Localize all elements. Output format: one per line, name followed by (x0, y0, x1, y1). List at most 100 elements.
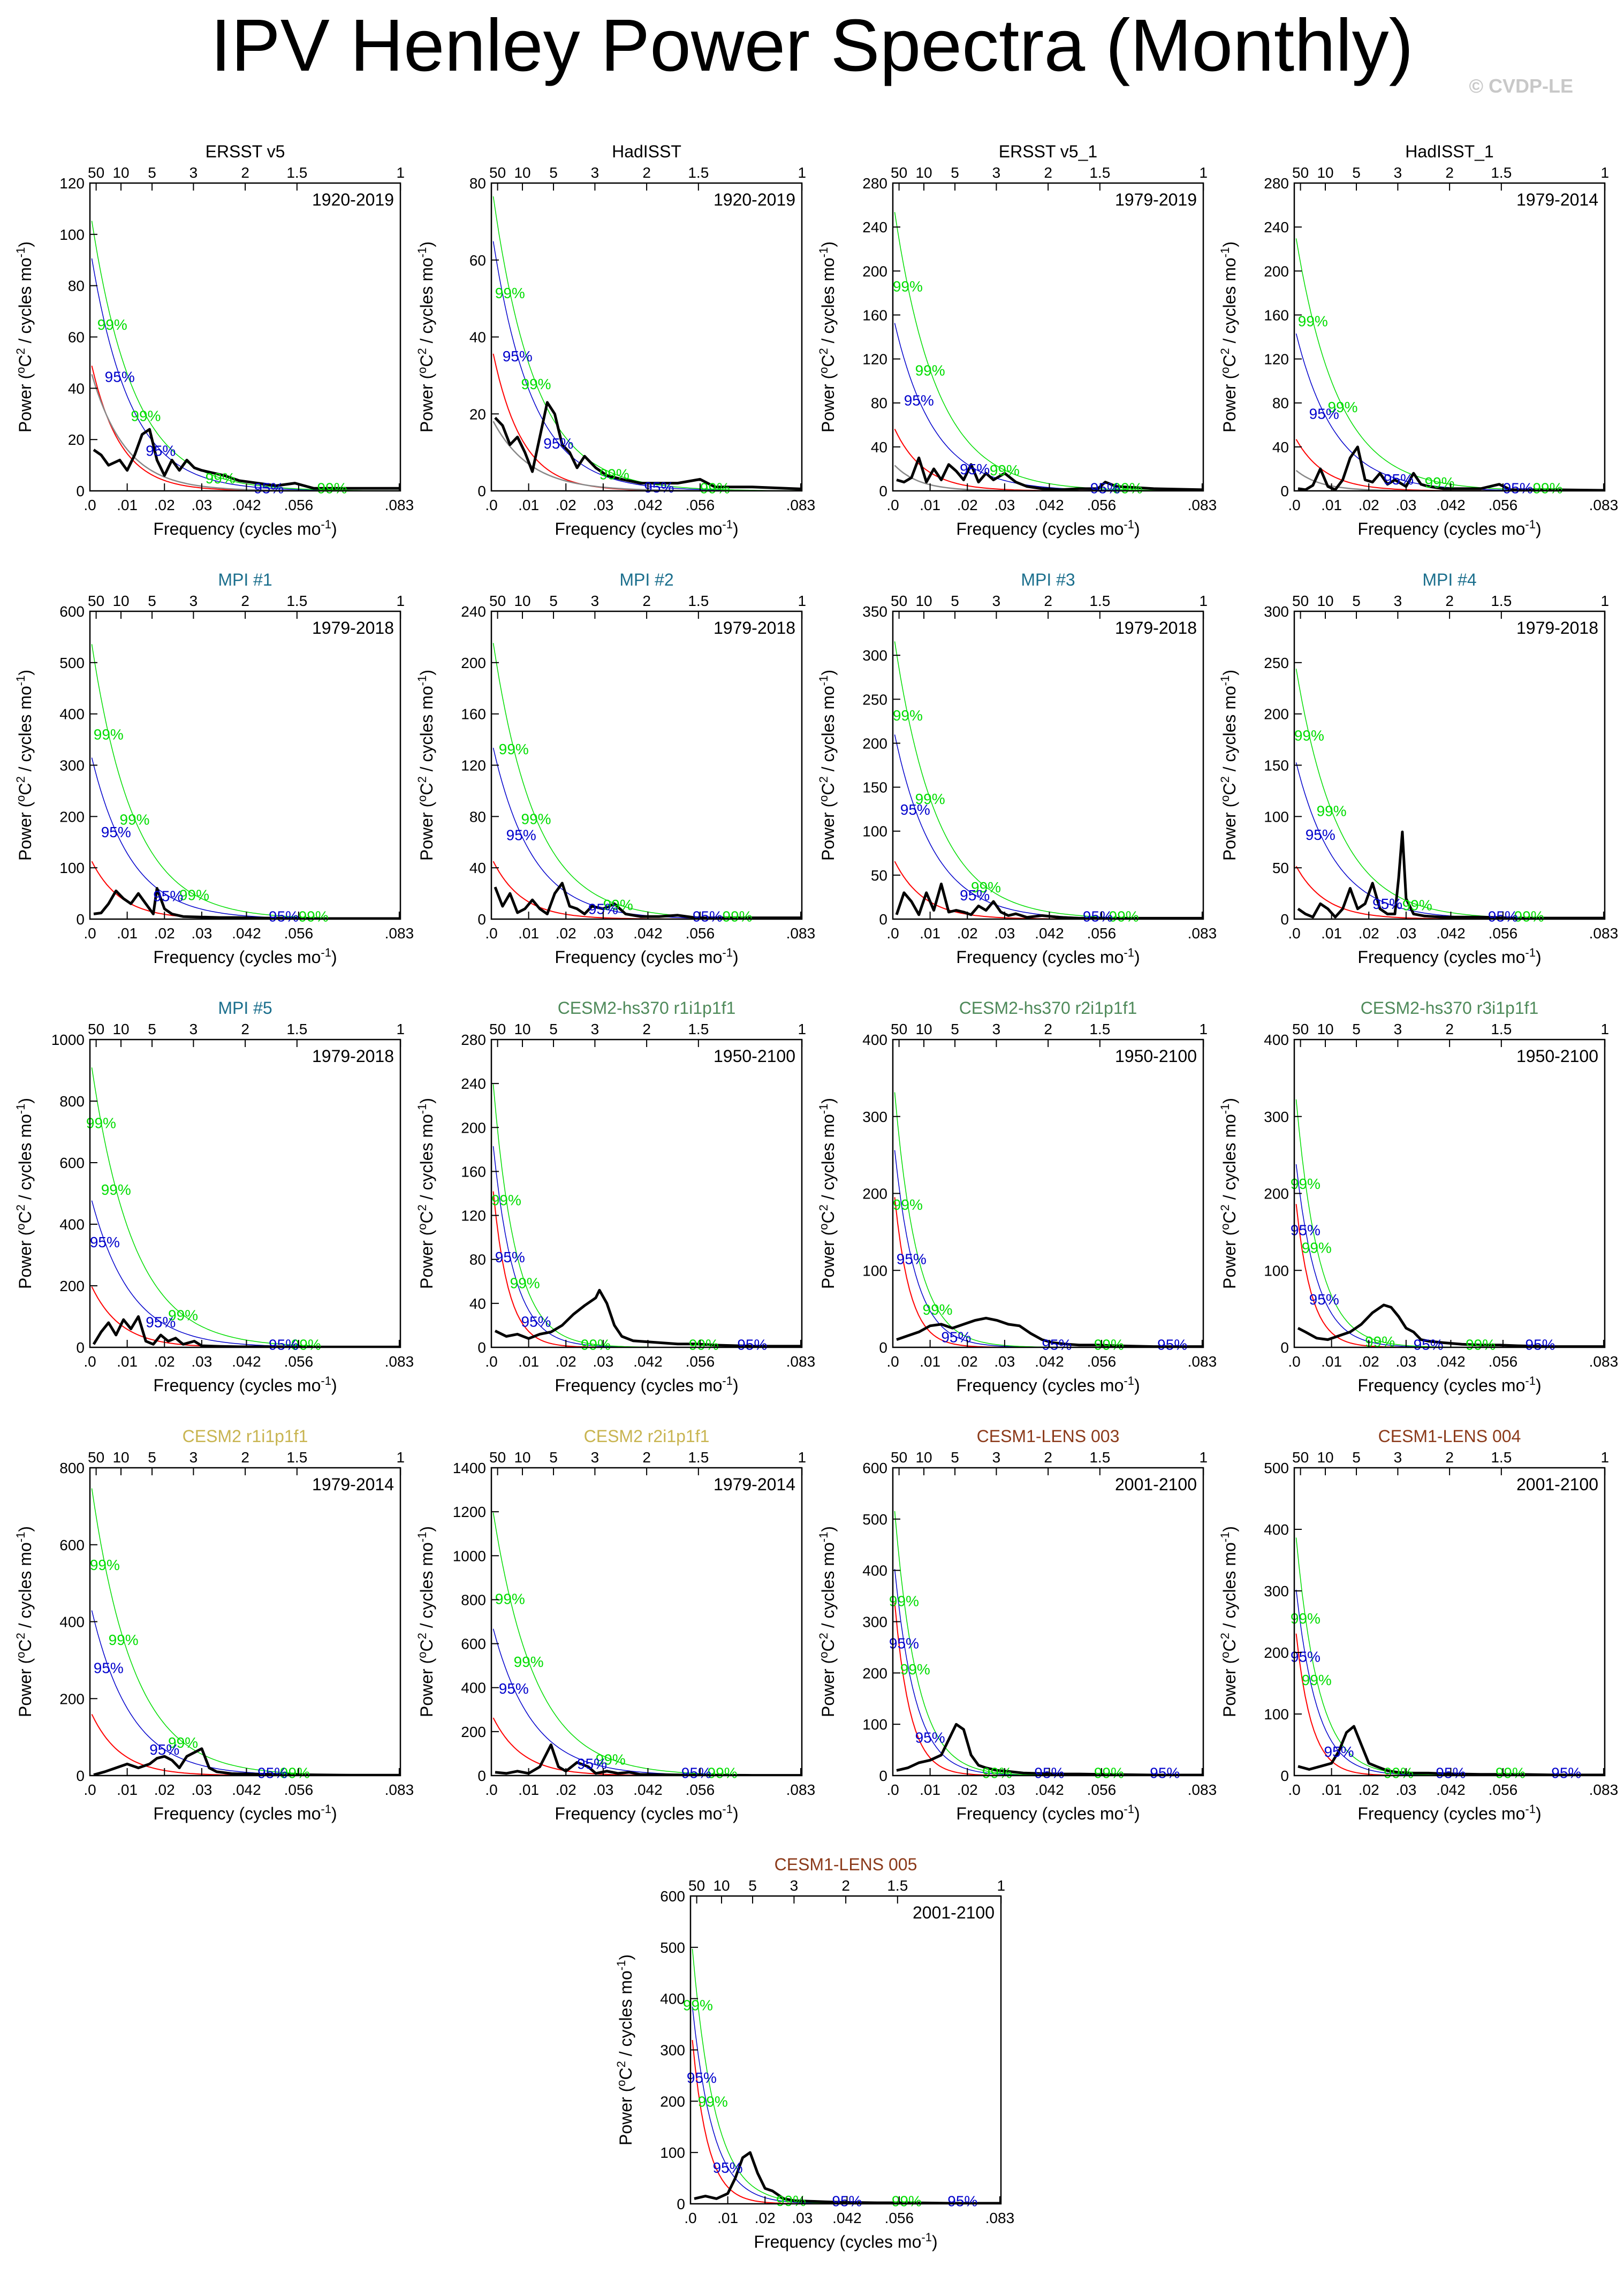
y-tick-label: 120 (59, 175, 85, 192)
plot-frame (89, 1038, 401, 1348)
ci95-label: 95% (737, 1336, 767, 1353)
spectrum-line (495, 1743, 801, 1776)
y-tick-label: 280 (1264, 175, 1289, 192)
y-tick-label: 240 (862, 219, 887, 236)
x-tick-label: .03 (593, 1353, 613, 1370)
period-tick-label: 5 (1352, 593, 1361, 609)
y-tick-label: 100 (59, 226, 85, 243)
x-tick-label: .03 (593, 1781, 613, 1798)
y-tick-label: 150 (1264, 757, 1289, 774)
y-tick-label: 300 (862, 1614, 887, 1631)
ci99-label: 99% (510, 1275, 540, 1292)
ci95-label: 95% (503, 348, 533, 365)
panel-title: CESM2 r2i1p1f1 (584, 1427, 710, 1446)
ci95-label: 95% (1384, 471, 1414, 488)
panel-title: CESM1-LENS 005 (775, 1855, 917, 1874)
ci95-label: 95% (153, 888, 183, 905)
ci95-label: 95% (90, 1234, 120, 1250)
ci95-label: 95% (506, 827, 536, 844)
x-tick-label: .02 (556, 925, 576, 942)
x-tick-label: .03 (191, 497, 212, 513)
ci95-line (1295, 1164, 1604, 1347)
period-tick-label: 1 (798, 1449, 806, 1466)
y-tick-label: 120 (461, 1208, 486, 1224)
ci99-label: 99% (1291, 1610, 1321, 1627)
ci99-label: 99% (971, 879, 1001, 896)
ci99-label: 99% (1384, 1764, 1414, 1781)
y-tick-label: 200 (59, 1690, 85, 1707)
plot-frame (89, 182, 401, 492)
ci99-line (91, 221, 399, 491)
ci99-label: 99% (120, 811, 150, 828)
y-axis-label: Power (oC2 / cycles mo-1) (14, 1098, 35, 1289)
x-tick-label: .042 (1436, 925, 1466, 942)
period-tick-label: 5 (549, 164, 558, 181)
x-tick-label: .056 (1489, 497, 1518, 513)
panel-title: MPI #1 (218, 570, 272, 589)
ci95-label: 95% (1324, 1743, 1354, 1760)
y-tick-label: 100 (660, 2144, 685, 2161)
period-tick-label: 10 (1317, 1449, 1333, 1466)
period-tick-label: 1 (1600, 593, 1609, 609)
x-tick-label: .083 (786, 497, 816, 513)
ci99-label: 99% (889, 1592, 919, 1609)
spectrum-line (1297, 445, 1604, 491)
x-tick-label: .056 (1087, 1353, 1117, 1370)
ci99-label: 99% (915, 362, 945, 378)
y-tick-label: 160 (862, 307, 887, 323)
x-tick-label: .0 (886, 1353, 899, 1370)
y-tick-label: 120 (1264, 351, 1289, 368)
spectrum-panel: 99% 99% 99% 99% 95% 95% 95% 0 20 40 60 80 .0 .01 .02 .0… (415, 142, 816, 539)
spectrum-line (494, 1288, 801, 1347)
ci95-label: 95% (644, 479, 674, 496)
ci95-label: 95% (254, 480, 284, 496)
ci99-label: 99% (893, 278, 923, 294)
period-tick-label: 1 (798, 164, 806, 181)
panel-title: CESM2-hs370 r3i1p1f1 (1361, 998, 1539, 1018)
spectrum-line (895, 882, 1202, 919)
ci95-label: 95% (1090, 480, 1120, 496)
x-tick-label: .02 (154, 925, 175, 942)
y-axis-label: Power (oC2 / cycles mo-1) (14, 1526, 35, 1717)
period-tick-label: 3 (1394, 1449, 1402, 1466)
ci99-line (91, 1067, 399, 1347)
ci99-label: 99% (1317, 802, 1347, 819)
period-tick-label: 3 (1394, 1021, 1402, 1037)
ci95-line (894, 734, 1202, 919)
period-tick-label: 50 (891, 1449, 907, 1466)
period-tick-label: 50 (1292, 1449, 1309, 1466)
y-tick-label: 300 (862, 1109, 887, 1125)
spectrum-panel: 99%99%99% 99%95%95%95% 95%0100200300400500… (614, 1855, 1015, 2251)
y-tick-label: 350 (862, 603, 887, 620)
x-axis-label: Frequency (cycles mo-1) (555, 518, 738, 539)
y-tick-label: 300 (660, 2042, 685, 2059)
ci99-label: 99% (1302, 1672, 1332, 1688)
y-tick-label: 300 (1264, 1583, 1289, 1599)
ci95-label: 95% (681, 1764, 711, 1781)
ci99-label: 99% (1302, 1240, 1332, 1256)
period-tick-label: 1.5 (1491, 164, 1512, 181)
y-tick-label: 0 (477, 483, 486, 499)
x-tick-label: .02 (957, 925, 978, 942)
x-tick-label: .03 (1395, 1781, 1416, 1798)
period-tick-label: 5 (1352, 1021, 1361, 1037)
x-tick-label: .042 (832, 2210, 862, 2226)
x-tick-label: .02 (957, 497, 978, 513)
x-tick-label: .01 (117, 1781, 138, 1798)
ci99-label: 99% (915, 791, 945, 807)
ci95-label: 95% (146, 1314, 176, 1330)
y-tick-label: 400 (1264, 1032, 1289, 1048)
x-tick-label: .056 (686, 1353, 715, 1370)
period-tick-label: 1 (1600, 164, 1609, 181)
period-tick-label: 10 (1317, 1021, 1333, 1037)
y-tick-label: 400 (461, 1680, 486, 1696)
x-tick-label: .01 (920, 925, 940, 942)
x-tick-label: .03 (191, 1781, 212, 1798)
x-tick-label: .083 (1589, 1353, 1619, 1370)
y-tick-label: 200 (862, 263, 887, 279)
y-tick-label: 200 (59, 808, 85, 825)
period-tick-label: 1 (1199, 1449, 1208, 1466)
x-tick-label: .083 (1589, 925, 1619, 942)
period-tick-label: 1 (798, 593, 806, 609)
ci99-line (1295, 1099, 1604, 1347)
